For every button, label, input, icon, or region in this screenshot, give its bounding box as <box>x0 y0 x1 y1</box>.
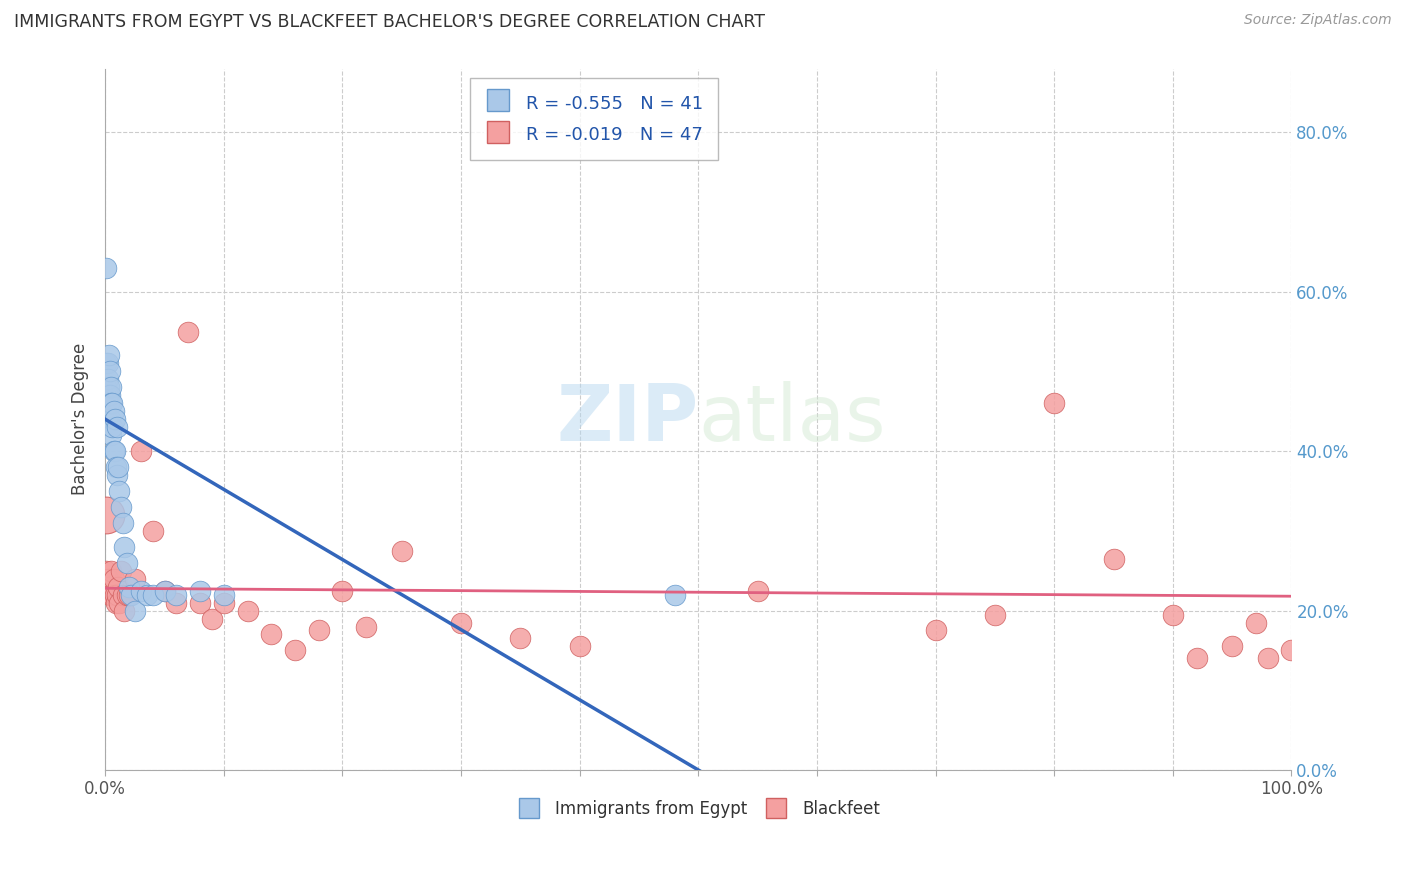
Point <box>391 543 413 558</box>
Point <box>108 483 131 498</box>
Point <box>142 588 165 602</box>
Point <box>129 444 152 458</box>
Point <box>96 564 118 578</box>
Point <box>129 583 152 598</box>
Point <box>108 596 131 610</box>
Point <box>1161 607 1184 622</box>
Point <box>98 388 121 402</box>
Point <box>105 468 128 483</box>
Point <box>103 404 125 418</box>
Point <box>97 356 120 370</box>
Point <box>1220 640 1243 654</box>
Point <box>115 556 138 570</box>
Point <box>212 588 235 602</box>
Point <box>105 588 128 602</box>
Point <box>1185 651 1208 665</box>
Point <box>165 596 187 610</box>
Point <box>118 580 141 594</box>
Point <box>188 596 211 610</box>
Point <box>103 444 125 458</box>
Point <box>1244 615 1267 630</box>
Point <box>924 624 946 638</box>
Point <box>101 396 124 410</box>
Point <box>97 572 120 586</box>
Point <box>1043 396 1066 410</box>
Point <box>111 516 134 530</box>
Point <box>97 396 120 410</box>
Point <box>124 572 146 586</box>
Point <box>96 356 118 370</box>
Point <box>101 420 124 434</box>
Point <box>984 607 1007 622</box>
Y-axis label: Bachelor's Degree: Bachelor's Degree <box>72 343 89 495</box>
Point <box>153 583 176 598</box>
Point <box>509 632 531 646</box>
Point <box>332 583 354 598</box>
Point <box>568 640 591 654</box>
Point <box>201 611 224 625</box>
Point <box>284 643 307 657</box>
Point <box>112 603 135 617</box>
Point <box>97 380 120 394</box>
Point <box>97 372 120 386</box>
Point <box>103 572 125 586</box>
Point <box>107 580 129 594</box>
Point <box>104 588 127 602</box>
Point <box>100 428 122 442</box>
Point <box>236 603 259 617</box>
Point <box>124 603 146 617</box>
Point <box>100 564 122 578</box>
Point <box>177 325 200 339</box>
Text: Source: ZipAtlas.com: Source: ZipAtlas.com <box>1244 13 1392 28</box>
Point <box>135 588 157 602</box>
Point <box>308 624 330 638</box>
Point <box>97 580 120 594</box>
Point <box>118 588 141 602</box>
Point <box>111 588 134 602</box>
Point <box>98 588 121 602</box>
Legend: Immigrants from Egypt, Blackfeet: Immigrants from Egypt, Blackfeet <box>510 794 887 825</box>
Point <box>153 583 176 598</box>
Point <box>96 260 118 275</box>
Point <box>450 615 472 630</box>
Point <box>1281 643 1303 657</box>
Point <box>98 412 121 426</box>
Point <box>101 588 124 602</box>
Point <box>104 412 127 426</box>
Point <box>260 627 283 641</box>
Point <box>1102 551 1125 566</box>
Point <box>105 420 128 434</box>
Point <box>747 583 769 598</box>
Point <box>104 596 127 610</box>
Point <box>100 380 122 394</box>
Point <box>104 460 127 475</box>
Point <box>115 588 138 602</box>
Point <box>142 524 165 538</box>
Text: atlas: atlas <box>699 381 886 458</box>
Point <box>112 540 135 554</box>
Point <box>110 564 132 578</box>
Point <box>107 460 129 475</box>
Point <box>100 396 122 410</box>
Point <box>96 508 118 522</box>
Point <box>664 588 686 602</box>
Point <box>188 583 211 598</box>
Point <box>212 596 235 610</box>
Point <box>96 380 118 394</box>
Text: ZIP: ZIP <box>557 381 699 458</box>
Point <box>97 388 120 402</box>
Point <box>1257 651 1279 665</box>
Point <box>165 588 187 602</box>
Point <box>110 500 132 514</box>
Point <box>97 349 120 363</box>
Point <box>120 588 142 602</box>
Point <box>98 364 121 378</box>
Point <box>104 444 127 458</box>
Text: IMMIGRANTS FROM EGYPT VS BLACKFEET BACHELOR'S DEGREE CORRELATION CHART: IMMIGRANTS FROM EGYPT VS BLACKFEET BACHE… <box>14 13 765 31</box>
Point <box>354 619 377 633</box>
